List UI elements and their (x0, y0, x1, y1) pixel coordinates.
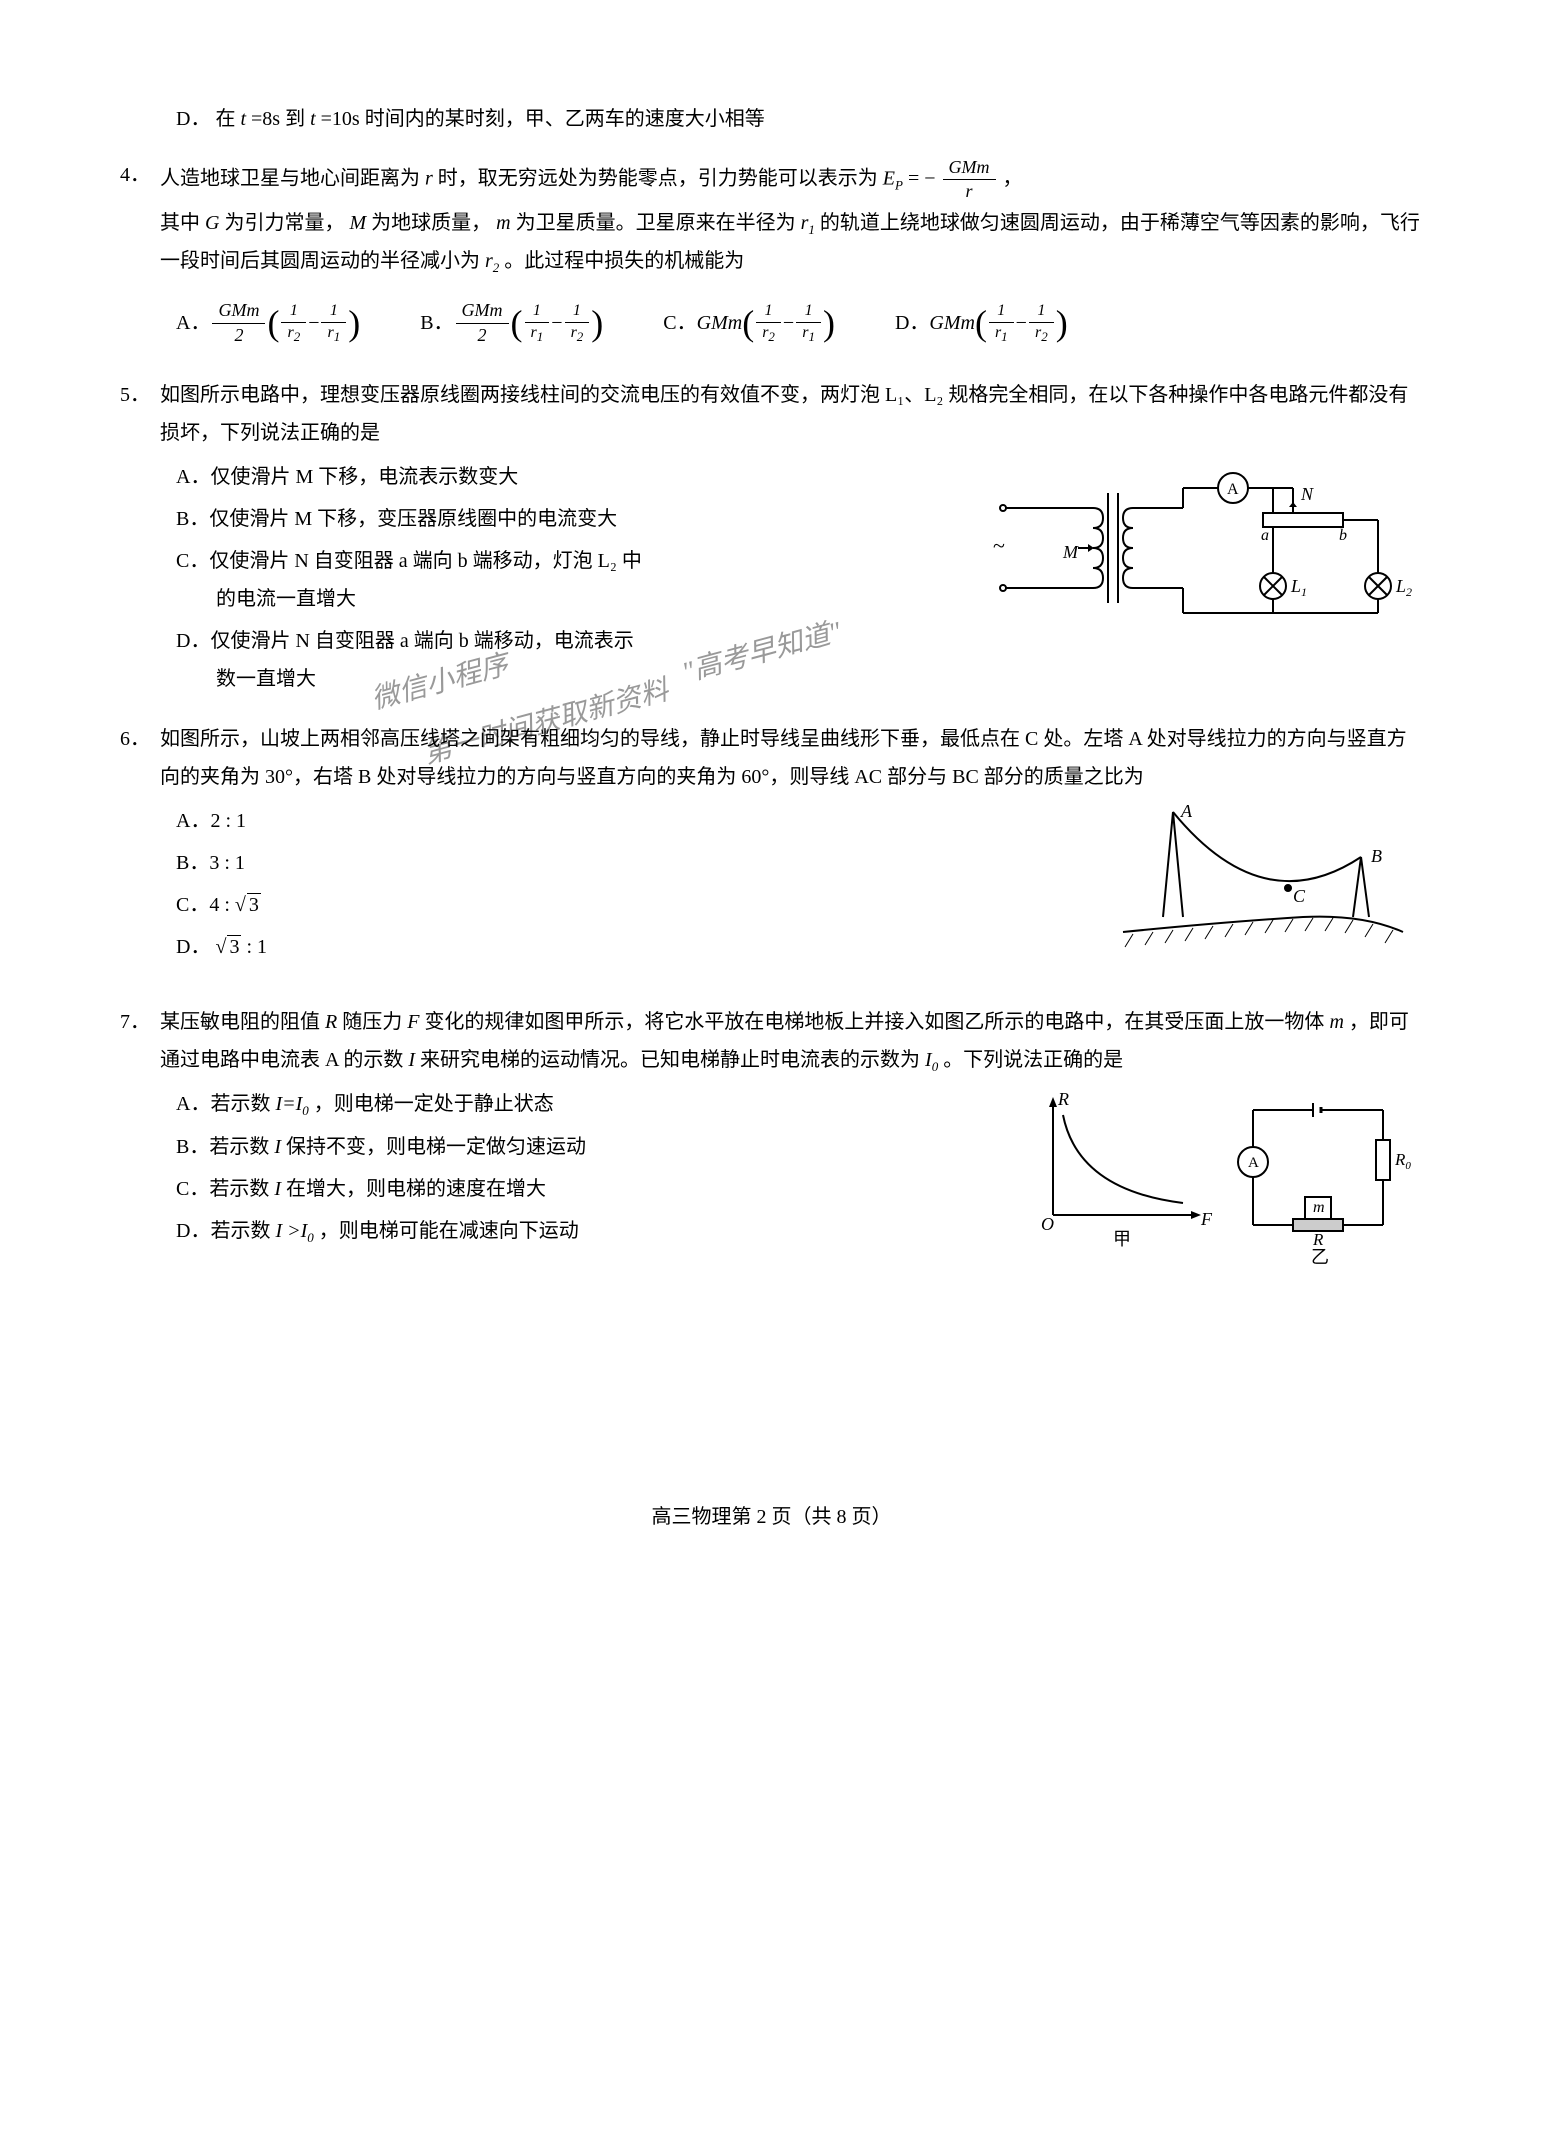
q7-number: 7． (120, 1003, 160, 1041)
ammeter-label: A (1227, 481, 1239, 498)
b-label: b (1339, 527, 1347, 544)
l2-label: L2 (1395, 576, 1412, 599)
a-label: A (1180, 802, 1193, 821)
q6-option-d: D． 3 : 1 (176, 928, 1103, 966)
l1-label: L1 (1290, 576, 1307, 599)
q4-formula: GMm r (943, 156, 996, 204)
q5-number: 5． (120, 376, 160, 414)
n-label: N (1300, 484, 1314, 504)
a-label: a (1261, 527, 1269, 544)
question-4: 4． 人造地球卫星与地心间距离为 r 时，取无穷远处为势能零点，引力势能可以表示… (120, 156, 1423, 358)
q4-option-a: A． GMm 2 ( 1 r2 − 1 r1 ) (176, 289, 360, 357)
q5-option-a: A．仅使滑片 M 下移，电流表示数变大 (176, 458, 983, 496)
b-label: B (1371, 846, 1382, 866)
question-7: 7． 某压敏电阻的阻值 R 随压力 F 变化的规律如图甲所示，将它水平放在电梯地… (120, 1003, 1423, 1279)
q7-options: A．若示数 I=I0 ，则电梯一定处于静止状态 B．若示数 I 保持不变，则电梯… (120, 1085, 1023, 1278)
m-label: m (1313, 1199, 1325, 1216)
q6-options: A．2 : 1 B．3 : 1 C．4 : 3 D． 3 : 1 (120, 802, 1103, 985)
circuit-caption: 乙 (1311, 1247, 1329, 1265)
q4-option-b: B． GMm 2 ( 1 r1 − 1 r2 ) (420, 289, 603, 357)
q6-number: 6． (120, 720, 160, 758)
origin-label: O (1041, 1214, 1054, 1234)
opt-label: D． (176, 108, 210, 130)
ammeter-label: A (1248, 1155, 1259, 1171)
question-6: 6． 如图所示，山坡上两相邻高压线塔之间架有粗细均匀的导线，静止时导线呈曲线形下… (120, 720, 1423, 985)
q6-diagram: A B C (1103, 802, 1423, 985)
q4-option-d: D． GMm ( 1 r1 − 1 r2 ) (895, 289, 1068, 357)
q7-graph: R O F 甲 (1023, 1085, 1223, 1278)
q4-number: 4． (120, 156, 160, 194)
q7-option-b: B．若示数 I 保持不变，则电梯一定做匀速运动 (176, 1128, 1023, 1166)
q7-option-d: D．若示数 I >I0 ，则电梯可能在减速向下运动 (176, 1212, 1023, 1251)
q5-circuit-diagram: ~ M A N a b L1 L2 (983, 458, 1423, 702)
q6-stem: 如图所示，山坡上两相邻高压线塔之间架有粗细均匀的导线，静止时导线呈曲线形下垂，最… (160, 720, 1423, 796)
q5-options: A．仅使滑片 M 下移，电流表示数变大 B．仅使滑片 M 下移，变压器原线圈中的… (120, 458, 983, 702)
q5-option-c: C．仅使滑片 N 自变阻器 a 端向 b 端移动，灯泡 L₂ 中 的电流一直增大 (176, 542, 983, 618)
q7-circuit: A R0 m R 乙 (1223, 1085, 1423, 1278)
q4-option-c: C． GMm ( 1 r2 − 1 r1 ) (663, 289, 835, 357)
q4-stem: 人造地球卫星与地心间距离为 r 时，取无穷远处为势能零点，引力势能可以表示为 E… (160, 156, 1423, 281)
c-label: C (1293, 886, 1306, 906)
q6-option-b: B．3 : 1 (176, 844, 1103, 882)
q4-options: A． GMm 2 ( 1 r2 − 1 r1 ) B． GMm 2 ( (120, 289, 1423, 357)
tilde-label: ~ (993, 533, 1005, 558)
question-5: 5． 如图所示电路中，理想变压器原线圈两接线柱间的交流电压的有效值不变，两灯泡 … (120, 376, 1423, 702)
q5-option-d: D．仅使滑片 N 自变阻器 a 端向 b 端移动，电流表示 数一直增大 (176, 622, 983, 698)
q5-option-b: B．仅使滑片 M 下移，变压器原线圈中的电流变大 (176, 500, 983, 538)
q6-option-a: A．2 : 1 (176, 802, 1103, 840)
r0-label: R0 (1394, 1150, 1411, 1172)
f-axis-label: F (1200, 1209, 1213, 1229)
m-label: M (1062, 542, 1079, 562)
q3-option-d: D． 在 t =8s 到 t =10s 时间内的某时刻，甲、乙两车的速度大小相等 (120, 100, 1423, 138)
q7-stem: 某压敏电阻的阻值 R 随压力 F 变化的规律如图甲所示，将它水平放在电梯地板上并… (160, 1003, 1423, 1080)
r-axis-label: R (1057, 1089, 1069, 1109)
q7-option-c: C．若示数 I 在增大，则电梯的速度在增大 (176, 1170, 1023, 1208)
page-footer: 高三物理第 2 页（共 8 页） (120, 1498, 1423, 1536)
graph-caption: 甲 (1113, 1229, 1131, 1249)
q7-option-a: A．若示数 I=I0 ，则电梯一定处于静止状态 (176, 1085, 1023, 1124)
q6-option-c: C．4 : 3 (176, 886, 1103, 924)
q5-stem: 如图所示电路中，理想变压器原线圈两接线柱间的交流电压的有效值不变，两灯泡 L₁、… (160, 376, 1423, 452)
